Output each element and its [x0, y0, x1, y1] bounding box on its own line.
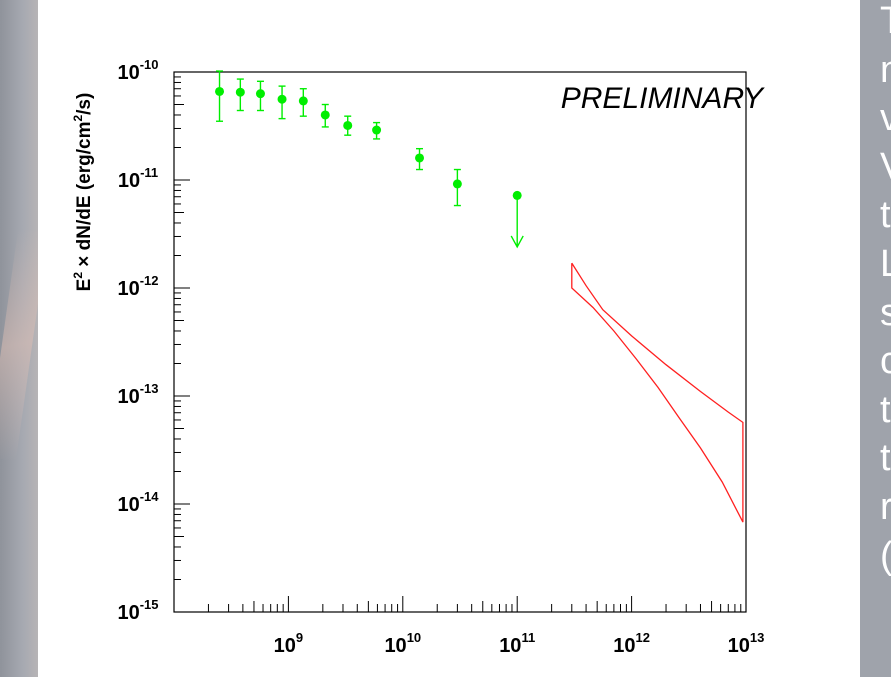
left-background-strip — [0, 0, 48, 677]
x-tick-label: 1010 — [384, 630, 421, 657]
y-tick-label-exp: -11 — [140, 165, 158, 180]
y-axis-label-rest-sup: 2 — [71, 115, 85, 122]
side-text-glyph: T — [880, 2, 891, 40]
x-tick-label-exp: 13 — [750, 630, 764, 645]
sed-chart: 109 1010 1011 1012 101310-1010-1110-1210-131… — [71, 57, 765, 657]
data-point — [320, 103, 330, 128]
side-text-glyph: t — [880, 194, 891, 237]
data-point-layer — [215, 70, 524, 249]
side-text-glyph: L — [880, 243, 891, 285]
preliminary-annotation: PRELIMINARY — [561, 82, 765, 115]
x-tick-label-exp: 12 — [635, 630, 649, 645]
side-text-glyph: r — [880, 486, 891, 528]
data-point — [372, 121, 382, 140]
data-point — [215, 70, 225, 122]
butterfly-layer — [571, 262, 744, 523]
y-tick-label-exp: -14 — [140, 489, 160, 504]
side-text-glyph: c — [880, 340, 891, 383]
x-tick-label: 109 — [274, 630, 303, 657]
side-text-glyph: V — [880, 148, 891, 186]
y-axis-label-tail: /s) — [74, 93, 95, 115]
y-tick-label: 10-12 — [117, 273, 158, 300]
data-marker — [277, 94, 287, 104]
y-axis-label-base: E — [74, 279, 95, 292]
data-marker — [343, 120, 353, 130]
side-text-glyph: ( — [880, 537, 891, 575]
y-tick-label-exp: -15 — [140, 597, 159, 612]
x-tick-label-exp: 11 — [521, 630, 535, 645]
y-axis-label-base-sup: 2 — [71, 272, 85, 279]
data-marker — [372, 125, 382, 135]
x-tick-label-base: 10 — [499, 635, 521, 657]
y-tick-label-base: 10 — [117, 278, 139, 300]
data-point — [343, 115, 353, 136]
data-marker — [215, 86, 225, 96]
plot-frame-layer — [173, 71, 747, 613]
plot-frame — [173, 71, 747, 613]
y-tick-label-base: 10 — [117, 62, 139, 84]
x-tick-label-base: 10 — [274, 635, 296, 657]
upper-limit — [510, 190, 524, 249]
butterfly-outline — [571, 262, 744, 523]
data-point — [235, 78, 245, 112]
y-tick-label: 10-11 — [118, 165, 158, 192]
data-point — [415, 147, 425, 171]
y-tick-label: 10-15 — [117, 597, 158, 624]
y-tick-label-exp: -13 — [140, 381, 159, 396]
x-tick-label-base: 10 — [613, 635, 635, 657]
y-tick-label-base: 10 — [117, 494, 139, 516]
data-point — [255, 80, 265, 112]
data-marker — [452, 179, 462, 189]
y-tick-label: 10-14 — [117, 489, 159, 516]
y-tick-label-exp: -10 — [140, 57, 159, 72]
data-point — [277, 85, 287, 120]
x-tick-label-exp: 10 — [407, 630, 421, 645]
tick-label-layer: 109 1010 1011 1012 101310-1010-1110-1210-131… — [117, 57, 764, 657]
y-tick-label: 10-10 — [117, 57, 158, 84]
y-axis-label: E2 × dN/dE (erg/cm2/s) — [71, 93, 95, 292]
x-tick-label-base: 10 — [728, 635, 750, 657]
data-marker — [255, 89, 265, 99]
data-point — [298, 88, 308, 117]
y-tick-label-base: 10 — [117, 386, 139, 408]
data-marker — [415, 153, 425, 163]
side-text-glyph: n — [880, 48, 891, 91]
data-point — [452, 168, 462, 207]
side-text-glyph: t — [880, 388, 891, 431]
x-tick-label: 1013 — [728, 630, 765, 657]
y-tick-label: 10-13 — [117, 381, 158, 408]
y-tick-label-base: 10 — [118, 170, 140, 192]
x-tick-label-base: 10 — [384, 635, 406, 657]
tick-layer — [173, 71, 747, 613]
data-marker — [298, 96, 308, 106]
y-tick-label-base: 10 — [117, 602, 139, 624]
side-text-glyph: t — [880, 437, 891, 480]
y-tick-label-exp: -12 — [140, 273, 159, 288]
side-text-glyph: s — [880, 291, 891, 334]
data-marker — [235, 87, 245, 97]
upper-limit-marker — [512, 190, 522, 200]
side-text-glyph: v — [880, 97, 891, 140]
x-tick-label-exp: 9 — [296, 630, 303, 645]
plot-card: 109 1010 1011 1012 1013 10-10 10-11 10-12 10-13 1… — [38, 0, 860, 677]
right-text-panel: TnvVtLscttr( — [860, 0, 891, 677]
upper-limit-arrowhead — [510, 235, 524, 249]
data-marker — [320, 110, 330, 120]
y-axis-label-rest: × dN/dE (erg/cm — [74, 122, 95, 272]
x-tick-label: 1011 — [499, 630, 535, 657]
x-tick-label: 1012 — [613, 630, 650, 657]
